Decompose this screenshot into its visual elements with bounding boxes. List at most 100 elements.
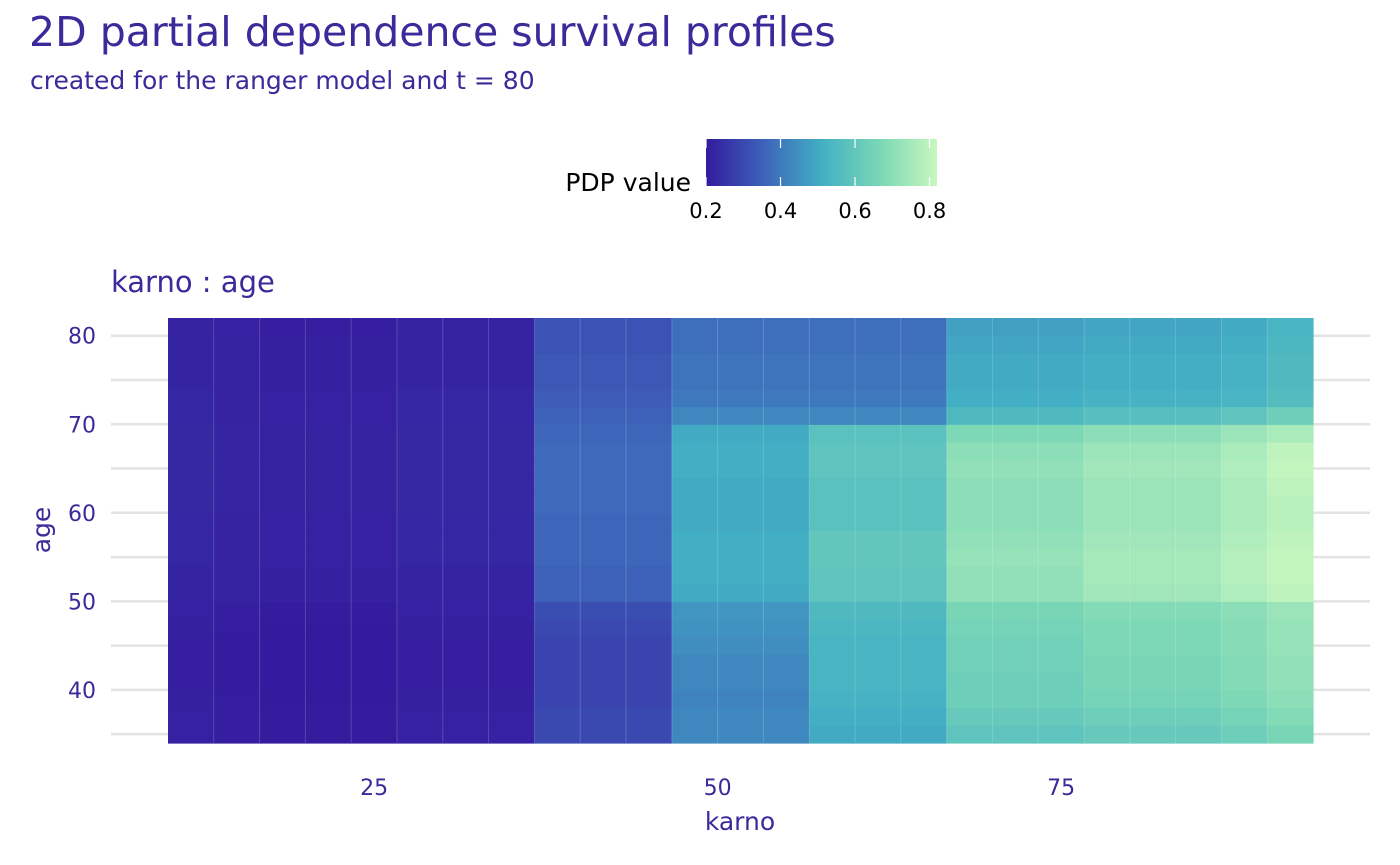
heatmap-tile	[1267, 672, 1314, 691]
heatmap-tile	[259, 459, 307, 478]
heatmap-tile	[580, 335, 627, 355]
heatmap-tile	[1084, 654, 1131, 673]
heatmap-tile	[580, 654, 627, 673]
heatmap-tile	[625, 424, 673, 443]
heatmap-tile	[671, 495, 719, 514]
heatmap-tile	[992, 335, 1039, 355]
heatmap-tile	[534, 619, 581, 638]
heatmap-tile	[671, 601, 719, 620]
heatmap-tile	[625, 318, 673, 337]
heatmap-tile	[580, 725, 627, 744]
heatmap-tile	[305, 353, 352, 372]
heatmap-tile	[763, 495, 810, 514]
heatmap-tile	[1175, 335, 1223, 355]
heatmap-tile	[717, 636, 764, 656]
heatmap-tile	[213, 565, 261, 585]
heatmap-tile	[259, 495, 307, 514]
heatmap-tile	[1267, 583, 1314, 602]
heatmap-tile	[442, 530, 490, 549]
heatmap-tile	[534, 689, 581, 709]
heatmap-tile	[855, 335, 902, 355]
heatmap-tile	[1084, 424, 1131, 443]
heatmap-tile	[488, 477, 536, 496]
heatmap-tile	[1267, 725, 1314, 744]
heatmap-tile	[946, 353, 994, 372]
heatmap-tile	[671, 636, 719, 656]
heatmap-tile	[1267, 548, 1314, 567]
heatmap-tile	[671, 689, 719, 709]
heatmap-tile	[534, 654, 581, 673]
heatmap-tile	[809, 388, 856, 408]
heatmap-tile	[671, 619, 719, 638]
heatmap-tile	[717, 388, 764, 408]
heatmap-tile	[213, 548, 261, 567]
heatmap-tile	[763, 371, 810, 390]
heatmap-tile	[900, 530, 948, 549]
heatmap-tile	[625, 512, 673, 532]
heatmap-tile	[442, 601, 490, 620]
heatmap-tile	[809, 353, 856, 372]
heatmap-tile	[855, 601, 902, 620]
heatmap-tile	[1038, 406, 1085, 425]
heatmap-tile	[946, 583, 994, 602]
heatmap-tile	[625, 406, 673, 425]
heatmap-tile	[534, 636, 581, 656]
heatmap-tile	[534, 424, 581, 443]
heatmap-tile	[946, 441, 994, 461]
heatmap-tile	[1221, 406, 1268, 425]
heatmap-tile	[1175, 672, 1223, 691]
heatmap-tile	[809, 424, 856, 443]
heatmap-tile	[1129, 601, 1177, 620]
heatmap-tile	[534, 707, 581, 726]
heatmap-tile	[1038, 636, 1085, 656]
heatmap-tile	[1084, 441, 1131, 461]
heatmap-tile	[1129, 583, 1177, 602]
heatmap-tile	[1221, 583, 1268, 602]
heatmap-tile	[625, 548, 673, 567]
heatmap-tile	[900, 565, 948, 585]
heatmap-tile	[900, 619, 948, 638]
heatmap-tile	[213, 689, 261, 709]
heatmap-tile	[717, 371, 764, 390]
heatmap-tile	[1038, 477, 1085, 496]
heatmap-tile	[1084, 583, 1131, 602]
heatmap-tile	[809, 619, 856, 638]
heatmap-tile	[1221, 335, 1268, 355]
heatmap-tile	[625, 654, 673, 673]
heatmap-tile	[213, 707, 261, 726]
heatmap-tile	[397, 654, 444, 673]
heatmap-tile	[397, 565, 444, 585]
heatmap-tile	[259, 388, 307, 408]
heatmap-tile	[1129, 495, 1177, 514]
heatmap-tile	[992, 672, 1039, 691]
heatmap-tile	[1221, 689, 1268, 709]
heatmap-tile	[168, 441, 215, 461]
heatmap-tile	[1175, 530, 1223, 549]
heatmap-tile	[442, 424, 490, 443]
heatmap-tile	[442, 512, 490, 532]
heatmap-tile	[1084, 548, 1131, 567]
heatmap-tile	[534, 725, 581, 744]
heatmap-tile	[855, 371, 902, 390]
heatmap-tile	[305, 388, 352, 408]
heatmap-tile	[671, 441, 719, 461]
heatmap-tile	[625, 583, 673, 602]
y-tick-label: 50	[68, 590, 96, 615]
heatmap-tile	[1038, 601, 1085, 620]
heatmap-tile	[213, 654, 261, 673]
heatmap-tile	[809, 477, 856, 496]
heatmap-tile	[1038, 318, 1085, 337]
heatmap-tile	[351, 335, 398, 355]
y-axis-ticks: 40 50 60 70 80	[68, 325, 96, 704]
heatmap-tile	[625, 477, 673, 496]
heatmap-tile	[763, 406, 810, 425]
heatmap-tile	[351, 530, 398, 549]
heatmap-tile	[168, 353, 215, 372]
heatmap-tile	[992, 318, 1039, 337]
heatmap-tile	[305, 689, 352, 709]
heatmap-tile	[1175, 619, 1223, 638]
heatmap-tile	[1038, 548, 1085, 567]
heatmap-tile	[671, 672, 719, 691]
heatmap-tile	[259, 565, 307, 585]
heatmap-tile	[717, 654, 764, 673]
